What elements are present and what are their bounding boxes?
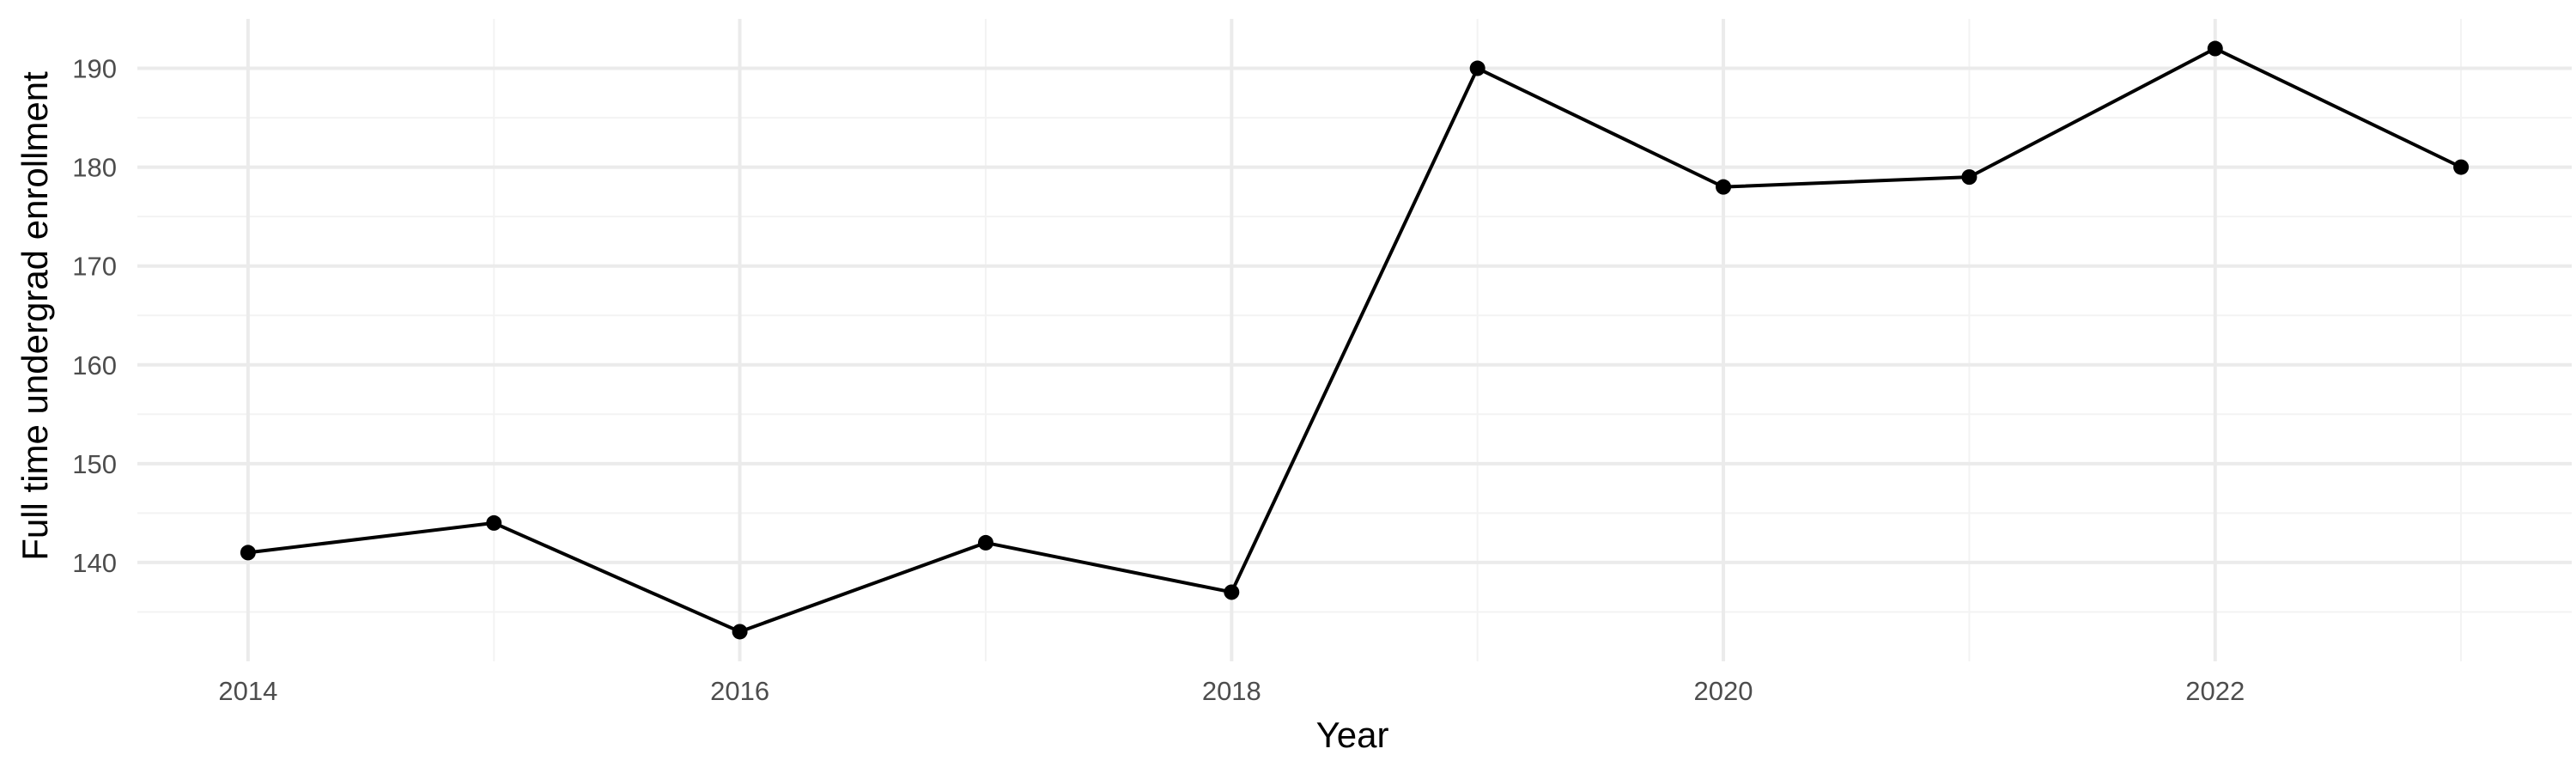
x-tick-label: 2018 [1202, 676, 1261, 706]
data-point-2017 [977, 534, 993, 551]
y-tick-label: 140 [72, 548, 117, 578]
data-point-2023 [2453, 159, 2470, 175]
x-tick-label: 2022 [2185, 676, 2245, 706]
x-tick-label: 2016 [710, 676, 769, 706]
x-tick-label: 2020 [1694, 676, 1753, 706]
y-tick-label: 180 [72, 153, 117, 183]
x-tick-label: 2014 [218, 676, 277, 706]
y-tick-label: 170 [72, 252, 117, 282]
data-point-2020 [1716, 179, 1732, 195]
x-axis-title: Year [1316, 715, 1389, 755]
data-points [240, 40, 2470, 640]
data-point-2014 [240, 545, 256, 561]
y-tick-label: 160 [72, 350, 117, 380]
grid-lines [137, 19, 2572, 661]
data-point-2018 [1224, 584, 1240, 600]
data-point-2019 [1469, 60, 1485, 76]
y-axis-title: Full time undergrad enrollment [15, 71, 55, 561]
y-tick-label: 150 [72, 449, 117, 479]
data-point-2016 [732, 624, 748, 640]
series-line [247, 46, 2463, 634]
data-point-2015 [486, 514, 502, 531]
y-axis-ticks: 140 150 160 170 180 190 [72, 54, 117, 578]
series-enrollment [247, 46, 2463, 634]
y-tick-label: 190 [72, 54, 117, 84]
x-axis-ticks: 2014 2016 2018 2020 2022 [218, 676, 2245, 706]
data-point-2021 [1961, 169, 1978, 186]
data-point-2022 [2207, 40, 2223, 57]
